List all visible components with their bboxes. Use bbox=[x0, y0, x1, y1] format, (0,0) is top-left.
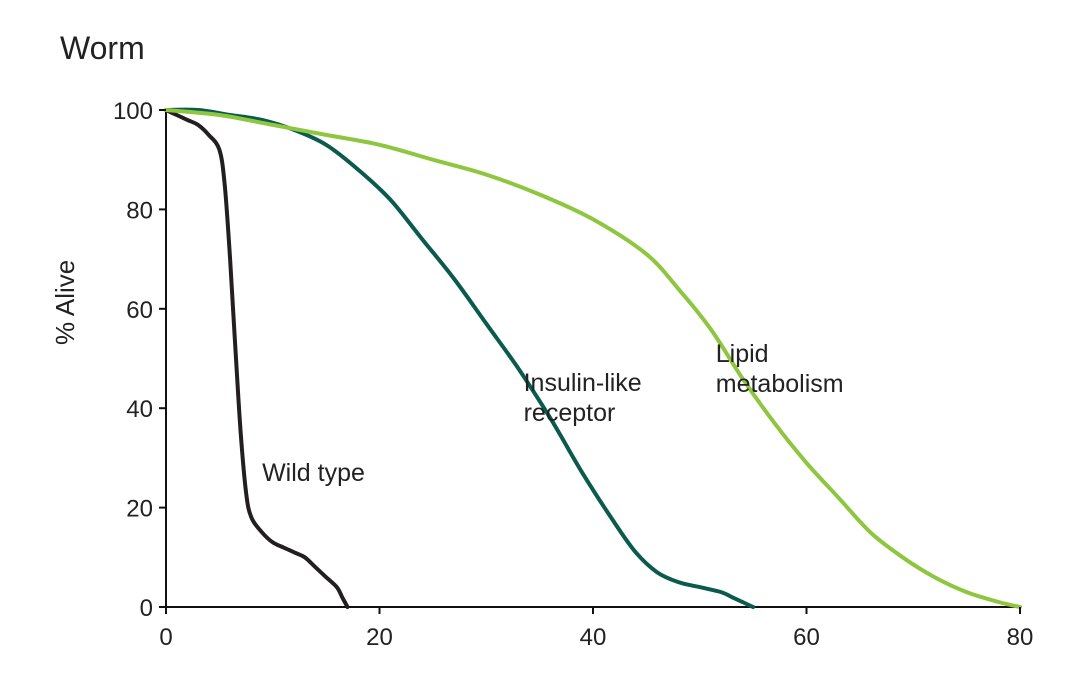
x-tick-label: 20 bbox=[366, 624, 393, 651]
y-tick-label: 100 bbox=[113, 98, 153, 125]
y-tick-label: 0 bbox=[140, 595, 153, 622]
series-layer bbox=[164, 107, 1022, 609]
curve-label-line: Insulin-like bbox=[523, 369, 642, 398]
axes bbox=[165, 110, 1020, 608]
chart-title: Worm bbox=[60, 30, 145, 66]
curve-label: Wild type bbox=[262, 458, 365, 488]
y-axis-label: % Alive bbox=[50, 259, 80, 345]
x-tick-label: 60 bbox=[793, 624, 820, 651]
x-tick-label: 40 bbox=[580, 624, 607, 651]
curve-label-line: Lipid bbox=[715, 339, 769, 368]
ticks: 0 20 40 60 80 0 20 40 60 80 100 bbox=[113, 98, 1033, 651]
y-tick-label: 20 bbox=[126, 496, 153, 523]
curve-label-line: Wild type bbox=[262, 458, 365, 487]
curve-label-line: metabolism bbox=[715, 369, 844, 398]
curve-label: Insulin-like receptor bbox=[524, 368, 642, 428]
y-tick-label: 40 bbox=[126, 396, 153, 423]
y-tick-label: 80 bbox=[126, 197, 153, 224]
series-line-insulin-like-receptor bbox=[164, 107, 756, 609]
curve-label-line: receptor bbox=[523, 399, 616, 428]
curve-label: Lipid metabolism bbox=[716, 339, 844, 399]
series-line-lipid-metabolism bbox=[164, 108, 1022, 609]
x-tick-label: 0 bbox=[159, 624, 172, 651]
series-line-wild-type bbox=[164, 108, 350, 609]
y-tick-label: 60 bbox=[126, 297, 153, 324]
x-tick-label: 80 bbox=[1007, 624, 1034, 651]
